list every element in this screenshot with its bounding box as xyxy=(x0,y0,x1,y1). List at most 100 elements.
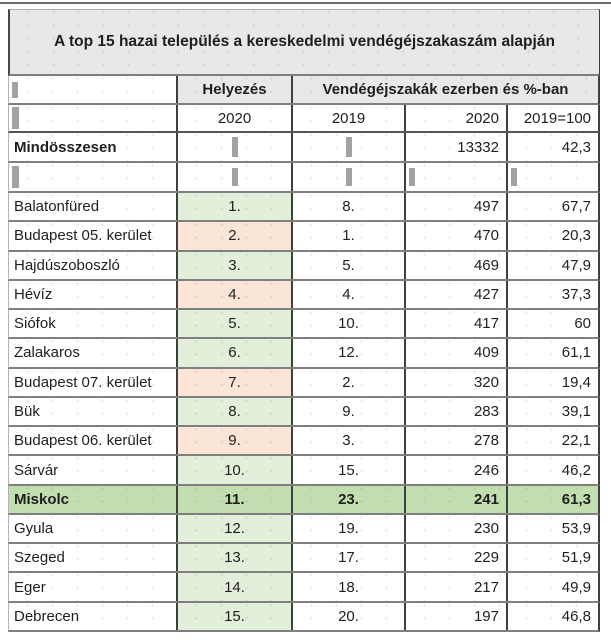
rank-2020-cell: 14. xyxy=(178,573,293,601)
nights-2020-cell: 320 xyxy=(406,368,508,396)
rank-2020-cell: 6. xyxy=(178,339,293,367)
settlement-name: Budapest 06. kerület xyxy=(9,427,178,455)
nights-2020-cell: 427 xyxy=(406,280,508,309)
nights-2020-cell: 197 xyxy=(406,602,508,630)
table-title-row: A top 15 hazai település a kereskedelmi … xyxy=(8,9,600,76)
nights-2020-cell: 409 xyxy=(406,339,508,367)
nights-2020-cell: 229 xyxy=(406,544,508,572)
settlement-name: Miskolc xyxy=(9,485,178,513)
rank-2019-cell: 9. xyxy=(293,397,406,426)
total-label: Mindösszesen xyxy=(9,133,178,161)
redaction-bar xyxy=(12,166,19,188)
index-2019-cell: 61,1 xyxy=(508,339,598,367)
header-year-row: 2020 2019 2020 2019=100 xyxy=(8,105,600,133)
rank-2020-cell: 12. xyxy=(178,514,293,543)
index-2019-cell: 46,2 xyxy=(508,456,598,484)
rank-2020-cell: 7. xyxy=(178,368,293,396)
table-row: Zalakaros 6. 12. 409 61,1 xyxy=(8,339,600,369)
nights-2020-cell: 469 xyxy=(406,251,508,279)
table-row: Sárvár 10. 15. 246 46,2 xyxy=(8,456,600,486)
rank-2019-cell: 3. xyxy=(293,427,406,455)
header-values-group: Vendégéjszakák ezerben és %-ban xyxy=(293,76,598,103)
settlement-name: Hajdúszoboszló xyxy=(9,251,178,279)
redaction-bar xyxy=(345,137,352,157)
rank-2019-cell: 4. xyxy=(293,280,406,309)
table-row: Debrecen 15. 20. 197 46,8 xyxy=(8,602,600,632)
rank-2019-cell: 19. xyxy=(293,514,406,543)
nights-2020-cell: 230 xyxy=(406,514,508,543)
rank-2019-cell: 18. xyxy=(293,573,406,601)
redaction-bar xyxy=(231,168,238,186)
total-rank-2019-cell xyxy=(293,133,406,161)
settlement-name: Debrecen xyxy=(9,602,178,630)
nights-2020-cell: 497 xyxy=(406,193,508,221)
settlement-name: Sárvár xyxy=(9,456,178,484)
index-2019-cell: 39,1 xyxy=(508,397,598,426)
rank-2020-cell: 9. xyxy=(178,427,293,455)
redaction-bar xyxy=(12,81,18,98)
rank-2019-cell: 15. xyxy=(293,456,406,484)
blank-cell xyxy=(406,163,508,191)
index-2019-cell: 53,9 xyxy=(508,514,598,543)
total-row: Mindösszesen 13332 42,3 xyxy=(8,133,600,163)
table-row: Budapest 05. kerület 2. 1. 470 20,3 xyxy=(8,222,600,252)
rank-2020-cell: 11. xyxy=(178,485,293,513)
header-rank-2019: 2019 xyxy=(293,105,406,131)
rank-2019-cell: 5. xyxy=(293,251,406,279)
nights-2020-cell: 470 xyxy=(406,222,508,250)
table-row: Szeged 13. 17. 229 51,9 xyxy=(8,544,600,574)
settlement-name: Budapest 05. kerület xyxy=(9,222,178,250)
redaction-bar xyxy=(409,168,415,186)
redaction-bar xyxy=(12,107,19,129)
blank-cell xyxy=(508,163,598,191)
nights-2020-cell: 283 xyxy=(406,397,508,426)
settlement-name: Zalakaros xyxy=(9,339,178,367)
rank-2020-cell: 3. xyxy=(178,251,293,279)
settlement-name: Balatonfüred xyxy=(9,193,178,221)
rank-2019-cell: 2. xyxy=(293,368,406,396)
header-empty-cell xyxy=(9,76,178,103)
rank-2020-cell: 2. xyxy=(178,222,293,250)
index-2019-cell: 49,9 xyxy=(508,573,598,601)
table-title: A top 15 hazai település a kereskedelmi … xyxy=(10,10,599,74)
blank-row xyxy=(8,163,600,193)
rank-2019-cell: 10. xyxy=(293,310,406,338)
rank-2020-cell: 10. xyxy=(178,456,293,484)
table-row: Bük 8. 9. 283 39,1 xyxy=(8,397,600,428)
table-row: Gyula 12. 19. 230 53,9 xyxy=(8,514,600,545)
header-index-2019: 2019=100 xyxy=(508,105,598,131)
table-row: Budapest 07. kerület 7. 2. 320 19,4 xyxy=(8,368,600,398)
nights-2020-cell: 241 xyxy=(406,485,508,513)
index-2019-cell: 19,4 xyxy=(508,368,598,396)
total-rank-2020-cell xyxy=(178,133,293,161)
header-rank-2020: 2020 xyxy=(178,105,293,131)
index-2019-cell: 37,3 xyxy=(508,280,598,309)
rank-2019-cell: 17. xyxy=(293,544,406,572)
settlement-name: Gyula xyxy=(9,514,178,543)
table-row: Balatonfüred 1. 8. 497 67,7 xyxy=(8,193,600,223)
settlement-name: Eger xyxy=(9,573,178,601)
settlement-name: Szeged xyxy=(9,544,178,572)
rank-2019-cell: 1. xyxy=(293,222,406,250)
rank-2020-cell: 13. xyxy=(178,544,293,572)
index-2019-cell: 22,1 xyxy=(508,427,598,455)
table-row: Hajdúszoboszló 3. 5. 469 47,9 xyxy=(8,251,600,281)
blank-cell xyxy=(293,163,406,191)
index-2019-cell: 47,9 xyxy=(508,251,598,279)
blank-cell xyxy=(9,163,178,191)
rank-2019-cell: 20. xyxy=(293,602,406,630)
table-row: Budapest 06. kerület 9. 3. 278 22,1 xyxy=(8,427,600,457)
index-2019-cell: 46,8 xyxy=(508,602,598,630)
redaction-bar xyxy=(511,168,517,186)
rank-2019-cell: 12. xyxy=(293,339,406,367)
nights-2020-cell: 278 xyxy=(406,427,508,455)
index-2019-cell: 20,3 xyxy=(508,222,598,250)
index-2019-cell: 61,3 xyxy=(508,485,598,513)
redaction-bar xyxy=(345,168,352,186)
index-2019-cell: 51,9 xyxy=(508,544,598,572)
table-row: Hévíz 4. 4. 427 37,3 xyxy=(8,280,600,311)
table-row: Eger 14. 18. 217 49,9 xyxy=(8,573,600,603)
table-row: Miskolc 11. 23. 241 61,3 xyxy=(8,485,600,515)
nights-2020-cell: 217 xyxy=(406,573,508,601)
